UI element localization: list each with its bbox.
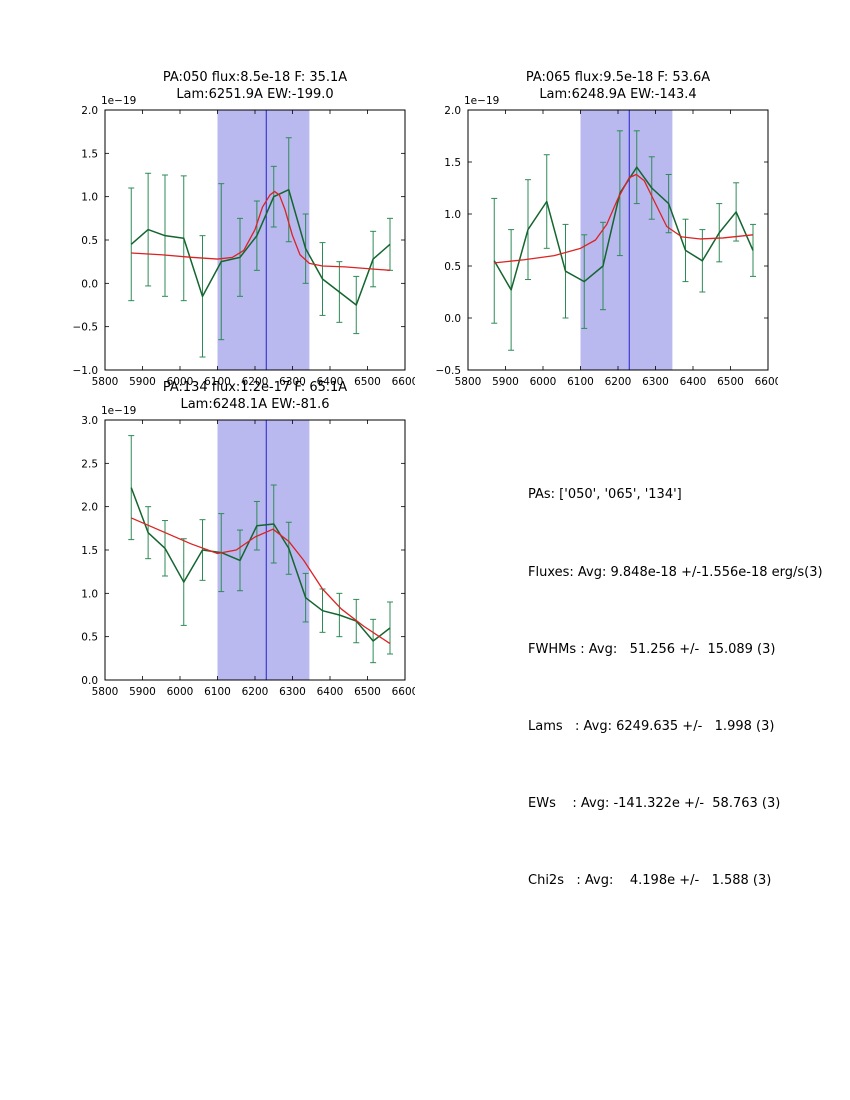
y-tick-label: 0.0 (444, 313, 461, 325)
data-series-line (130, 188, 391, 306)
x-tick-label: 6000 (530, 376, 557, 388)
x-tick-label: 6400 (317, 686, 344, 698)
summary-line-lams: Lams : Avg: 6249.635 +/- 1.998 (3) (528, 718, 775, 734)
y-tick-label: 3.0 (81, 415, 98, 427)
y-tick-label: 0.5 (444, 261, 461, 273)
summary-line-chi2s: Chi2s : Avg: 4.198e +/- 1.588 (3) (528, 872, 772, 888)
fit-line (131, 190, 391, 271)
chart-title-line2: Lam:6248.9A EW:-143.4 (539, 87, 696, 102)
x-tick-label: 5900 (129, 686, 156, 698)
y-tick-label: 0.0 (81, 278, 98, 290)
x-tick-label: 6300 (279, 376, 306, 388)
y-tick-label: 1.0 (81, 588, 98, 600)
chart-title-line1: PA:134 flux:1.2e-17 F: 65.1A (163, 380, 347, 395)
y-tick-label: 0.5 (81, 235, 98, 247)
chart-title-line1: PA:065 flux:9.5e-18 F: 53.6A (526, 70, 710, 85)
x-tick-label: 6200 (242, 376, 269, 388)
summary-line-ews: EWs : Avg: -141.322e +/- 58.763 (3) (528, 795, 781, 811)
y-tick-label: 1.5 (81, 148, 98, 160)
y-tick-label: 2.0 (81, 105, 98, 117)
x-tick-label: 6000 (167, 376, 194, 388)
x-tick-label: 6100 (204, 686, 231, 698)
summary-line-fwhms: FWHMs : Avg: 51.256 +/- 15.089 (3) (528, 641, 776, 657)
x-tick-label: 5800 (92, 686, 119, 698)
x-tick-label: 6200 (605, 376, 632, 388)
y-tick-label: 1.5 (444, 157, 461, 169)
x-tick-label: 6400 (317, 376, 344, 388)
x-tick-label: 6300 (642, 376, 669, 388)
summary-line-fluxes: Fluxes: Avg: 9.848e-18 +/-1.556e-18 erg/… (528, 564, 823, 580)
x-tick-label: 6100 (204, 376, 231, 388)
x-tick-label: 6300 (279, 686, 306, 698)
y-tick-label: 0.5 (81, 632, 98, 644)
x-tick-label: 6100 (567, 376, 594, 388)
y-offset-label: 1e−19 (101, 95, 136, 107)
y-offset-label: 1e−19 (464, 95, 499, 107)
x-tick-label: 6500 (717, 376, 744, 388)
x-tick-label: 5800 (92, 376, 119, 388)
x-tick-label: 5900 (129, 376, 156, 388)
fit-line (494, 173, 754, 264)
y-tick-label: −1.0 (73, 365, 99, 377)
data-series-line (130, 487, 391, 642)
y-tick-label: 0.0 (81, 675, 98, 687)
x-tick-label: 5800 (455, 376, 482, 388)
y-tick-label: −0.5 (436, 365, 462, 377)
y-tick-label: 2.0 (81, 502, 98, 514)
chart-title-line1: PA:050 flux:8.5e-18 F: 35.1A (163, 70, 347, 85)
summary-line-pas: PAs: ['050', '065', '134'] (528, 487, 682, 503)
y-tick-label: 2.0 (444, 105, 461, 117)
y-offset-label: 1e−19 (101, 405, 136, 417)
y-tick-label: 1.0 (81, 192, 98, 204)
fit-summary-panel: PAs: ['050', '065', '134'] Fluxes: Avg: … (528, 431, 823, 919)
x-tick-label: 6400 (680, 376, 707, 388)
x-tick-label: 6500 (354, 686, 381, 698)
chart-title-line2: Lam:6251.9A EW:-199.0 (176, 87, 333, 102)
highlight-band (217, 110, 310, 370)
y-tick-label: −0.5 (73, 322, 99, 334)
y-tick-label: 1.0 (444, 209, 461, 221)
x-tick-label: 6200 (242, 686, 269, 698)
chart-title-line2: Lam:6248.1A EW:-81.6 (180, 397, 329, 412)
x-tick-label: 6500 (354, 376, 381, 388)
x-tick-label: 5900 (492, 376, 519, 388)
y-tick-label: 2.5 (81, 458, 98, 470)
y-tick-label: 1.5 (81, 545, 98, 557)
fit-line (130, 517, 391, 645)
x-tick-label: 6000 (167, 686, 194, 698)
